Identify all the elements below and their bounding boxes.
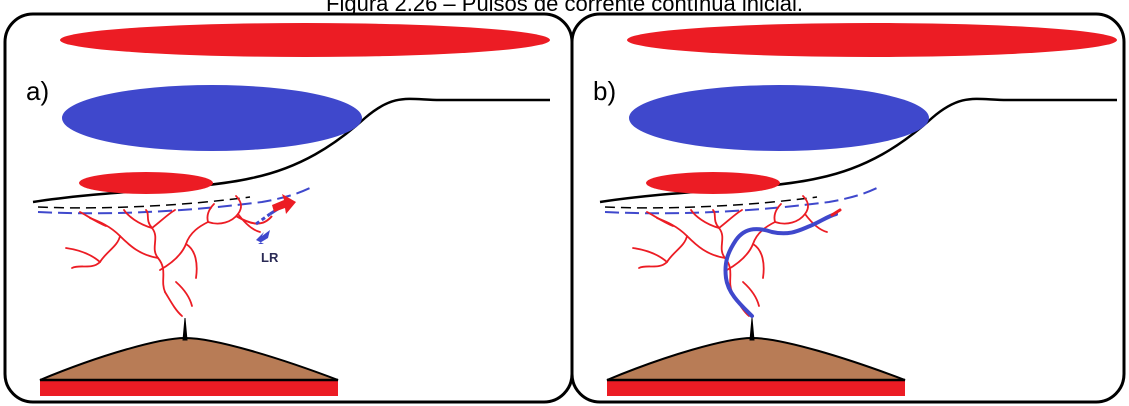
panel-a: LR a) [3,12,574,404]
panel-b-label: b) [593,76,616,106]
lr-label: LR [261,250,279,265]
return-stroke-channel [723,212,838,318]
panel-a-label: a) [26,76,49,106]
blue-arrow-icon [256,230,270,244]
red-arrow-icon [272,194,296,214]
panel-b: b) [570,12,1126,404]
figure-caption: Figura 2.26 – Pulsos de corrente contínu… [326,0,803,16]
